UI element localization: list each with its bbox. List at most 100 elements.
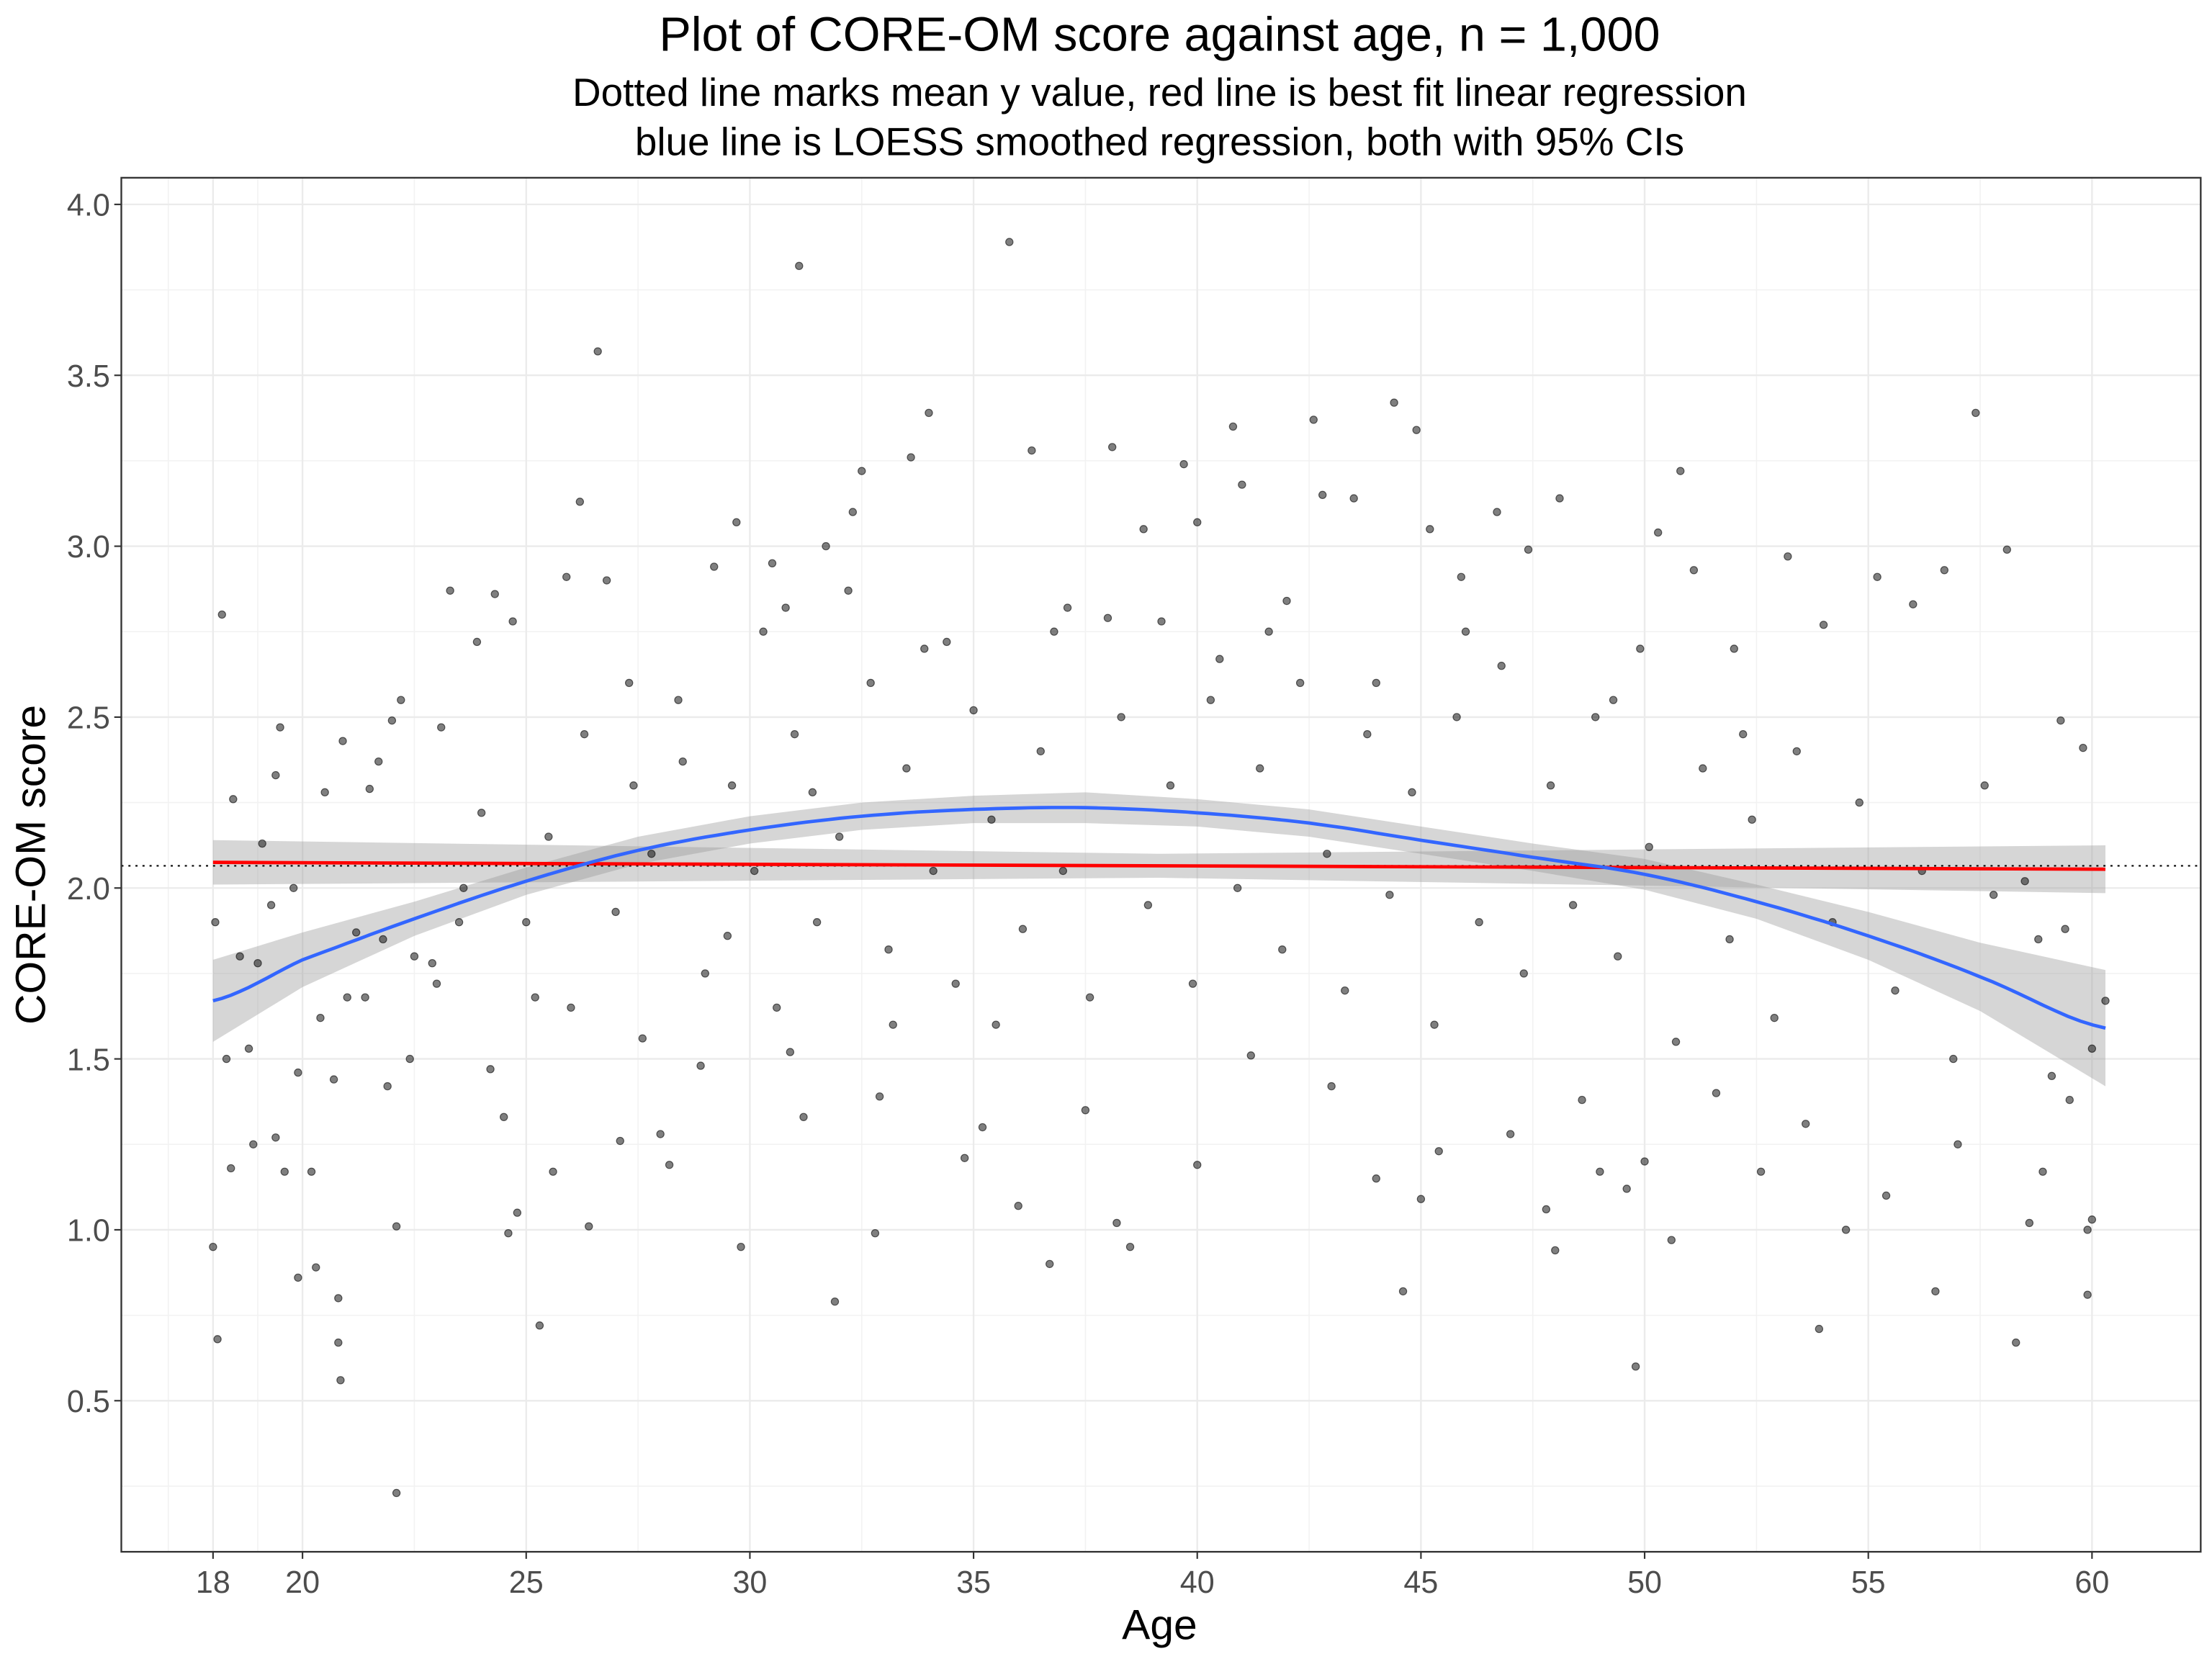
y-tick-label: 0.5 xyxy=(67,1385,110,1419)
data-point xyxy=(567,1003,575,1012)
data-point xyxy=(392,1488,401,1498)
data-point xyxy=(1954,1140,1962,1148)
data-point xyxy=(585,1222,593,1231)
y-tick-label: 4.0 xyxy=(67,189,110,223)
data-point xyxy=(2083,1226,2092,1234)
data-point xyxy=(1653,528,1663,537)
data-point xyxy=(1972,408,1980,418)
data-point xyxy=(249,1140,258,1148)
data-point xyxy=(1452,713,1461,721)
data-point xyxy=(844,586,853,595)
data-point xyxy=(1125,1242,1135,1251)
data-point xyxy=(768,559,777,567)
data-point xyxy=(294,1273,302,1282)
data-point xyxy=(351,928,361,937)
data-point xyxy=(808,788,817,797)
linear-regression-line xyxy=(212,860,2105,871)
data-point xyxy=(889,1020,897,1029)
data-point xyxy=(1108,443,1117,451)
x-tick-label: 20 xyxy=(285,1565,320,1600)
data-point xyxy=(1081,1106,1090,1115)
chart-subtitle-line-1: Dotted line marks mean y value, red line… xyxy=(572,70,1747,114)
data-point xyxy=(320,788,329,797)
data-point xyxy=(1739,729,1748,739)
y-tick-label: 2.5 xyxy=(67,701,110,736)
data-point xyxy=(1341,986,1349,995)
data-point xyxy=(759,627,768,636)
data-point xyxy=(1931,1287,1940,1296)
data-point xyxy=(1506,1130,1515,1138)
data-point xyxy=(580,729,589,739)
y-tick-label: 1.5 xyxy=(67,1043,110,1077)
data-point xyxy=(1855,798,1863,807)
data-point xyxy=(795,261,804,271)
data-point xyxy=(1327,1082,1336,1091)
data-point xyxy=(1725,935,1734,944)
data-point xyxy=(213,1335,222,1344)
data-point xyxy=(2056,716,2065,725)
data-point xyxy=(1233,884,1242,892)
data-point xyxy=(1578,1095,1586,1105)
data-point xyxy=(244,1044,253,1053)
data-point xyxy=(1193,1161,1202,1169)
data-point xyxy=(472,637,482,647)
x-tick-label: 25 xyxy=(509,1565,544,1600)
data-point xyxy=(848,508,858,516)
data-point xyxy=(790,729,799,739)
data-point xyxy=(969,706,978,715)
data-point xyxy=(2038,1167,2047,1176)
data-point xyxy=(1689,566,1699,575)
data-point xyxy=(1671,1038,1681,1046)
data-point xyxy=(1596,1167,1604,1176)
data-point xyxy=(929,866,938,876)
data-point xyxy=(1461,627,1470,636)
data-point xyxy=(1667,1236,1676,1244)
data-point xyxy=(253,959,262,968)
data-point xyxy=(2087,1044,2097,1053)
data-point xyxy=(835,832,844,841)
data-point xyxy=(1309,415,1318,424)
data-point xyxy=(217,610,226,619)
data-point xyxy=(1238,480,1246,489)
data-point xyxy=(696,1061,705,1070)
data-point xyxy=(943,637,951,647)
data-point xyxy=(1756,1167,1766,1176)
data-point xyxy=(1555,494,1564,503)
data-point xyxy=(575,498,585,506)
data-point xyxy=(1524,545,1533,554)
data-point xyxy=(737,1242,745,1251)
data-point xyxy=(1143,901,1153,909)
data-point xyxy=(960,1154,969,1162)
data-point xyxy=(1318,490,1327,500)
data-point xyxy=(1819,621,1828,629)
data-point xyxy=(1568,901,1578,909)
data-point xyxy=(1385,891,1394,899)
plot-panel-border xyxy=(120,176,2202,1553)
data-point xyxy=(773,1003,781,1012)
data-point xyxy=(2065,1095,2074,1105)
data-point xyxy=(1614,952,1622,961)
data-point xyxy=(1873,572,1881,581)
data-point xyxy=(727,781,737,790)
data-point xyxy=(1551,1246,1560,1255)
data-point xyxy=(866,678,875,688)
data-point xyxy=(992,1020,1000,1029)
data-point xyxy=(1050,627,1058,636)
data-point xyxy=(1609,696,1618,704)
data-point xyxy=(1103,613,1112,622)
data-point xyxy=(2002,545,2011,554)
data-point xyxy=(1349,494,1358,503)
data-point xyxy=(266,901,276,909)
data-point xyxy=(1028,446,1036,455)
data-point xyxy=(1591,713,1600,721)
data-point xyxy=(486,1065,495,1074)
data-point xyxy=(1412,426,1421,434)
data-point xyxy=(535,1321,544,1330)
data-point xyxy=(2020,877,2029,886)
data-point xyxy=(504,1229,513,1238)
data-point xyxy=(235,952,244,961)
data-point xyxy=(1157,617,1166,626)
data-point xyxy=(1323,850,1331,858)
data-point xyxy=(1179,459,1188,469)
